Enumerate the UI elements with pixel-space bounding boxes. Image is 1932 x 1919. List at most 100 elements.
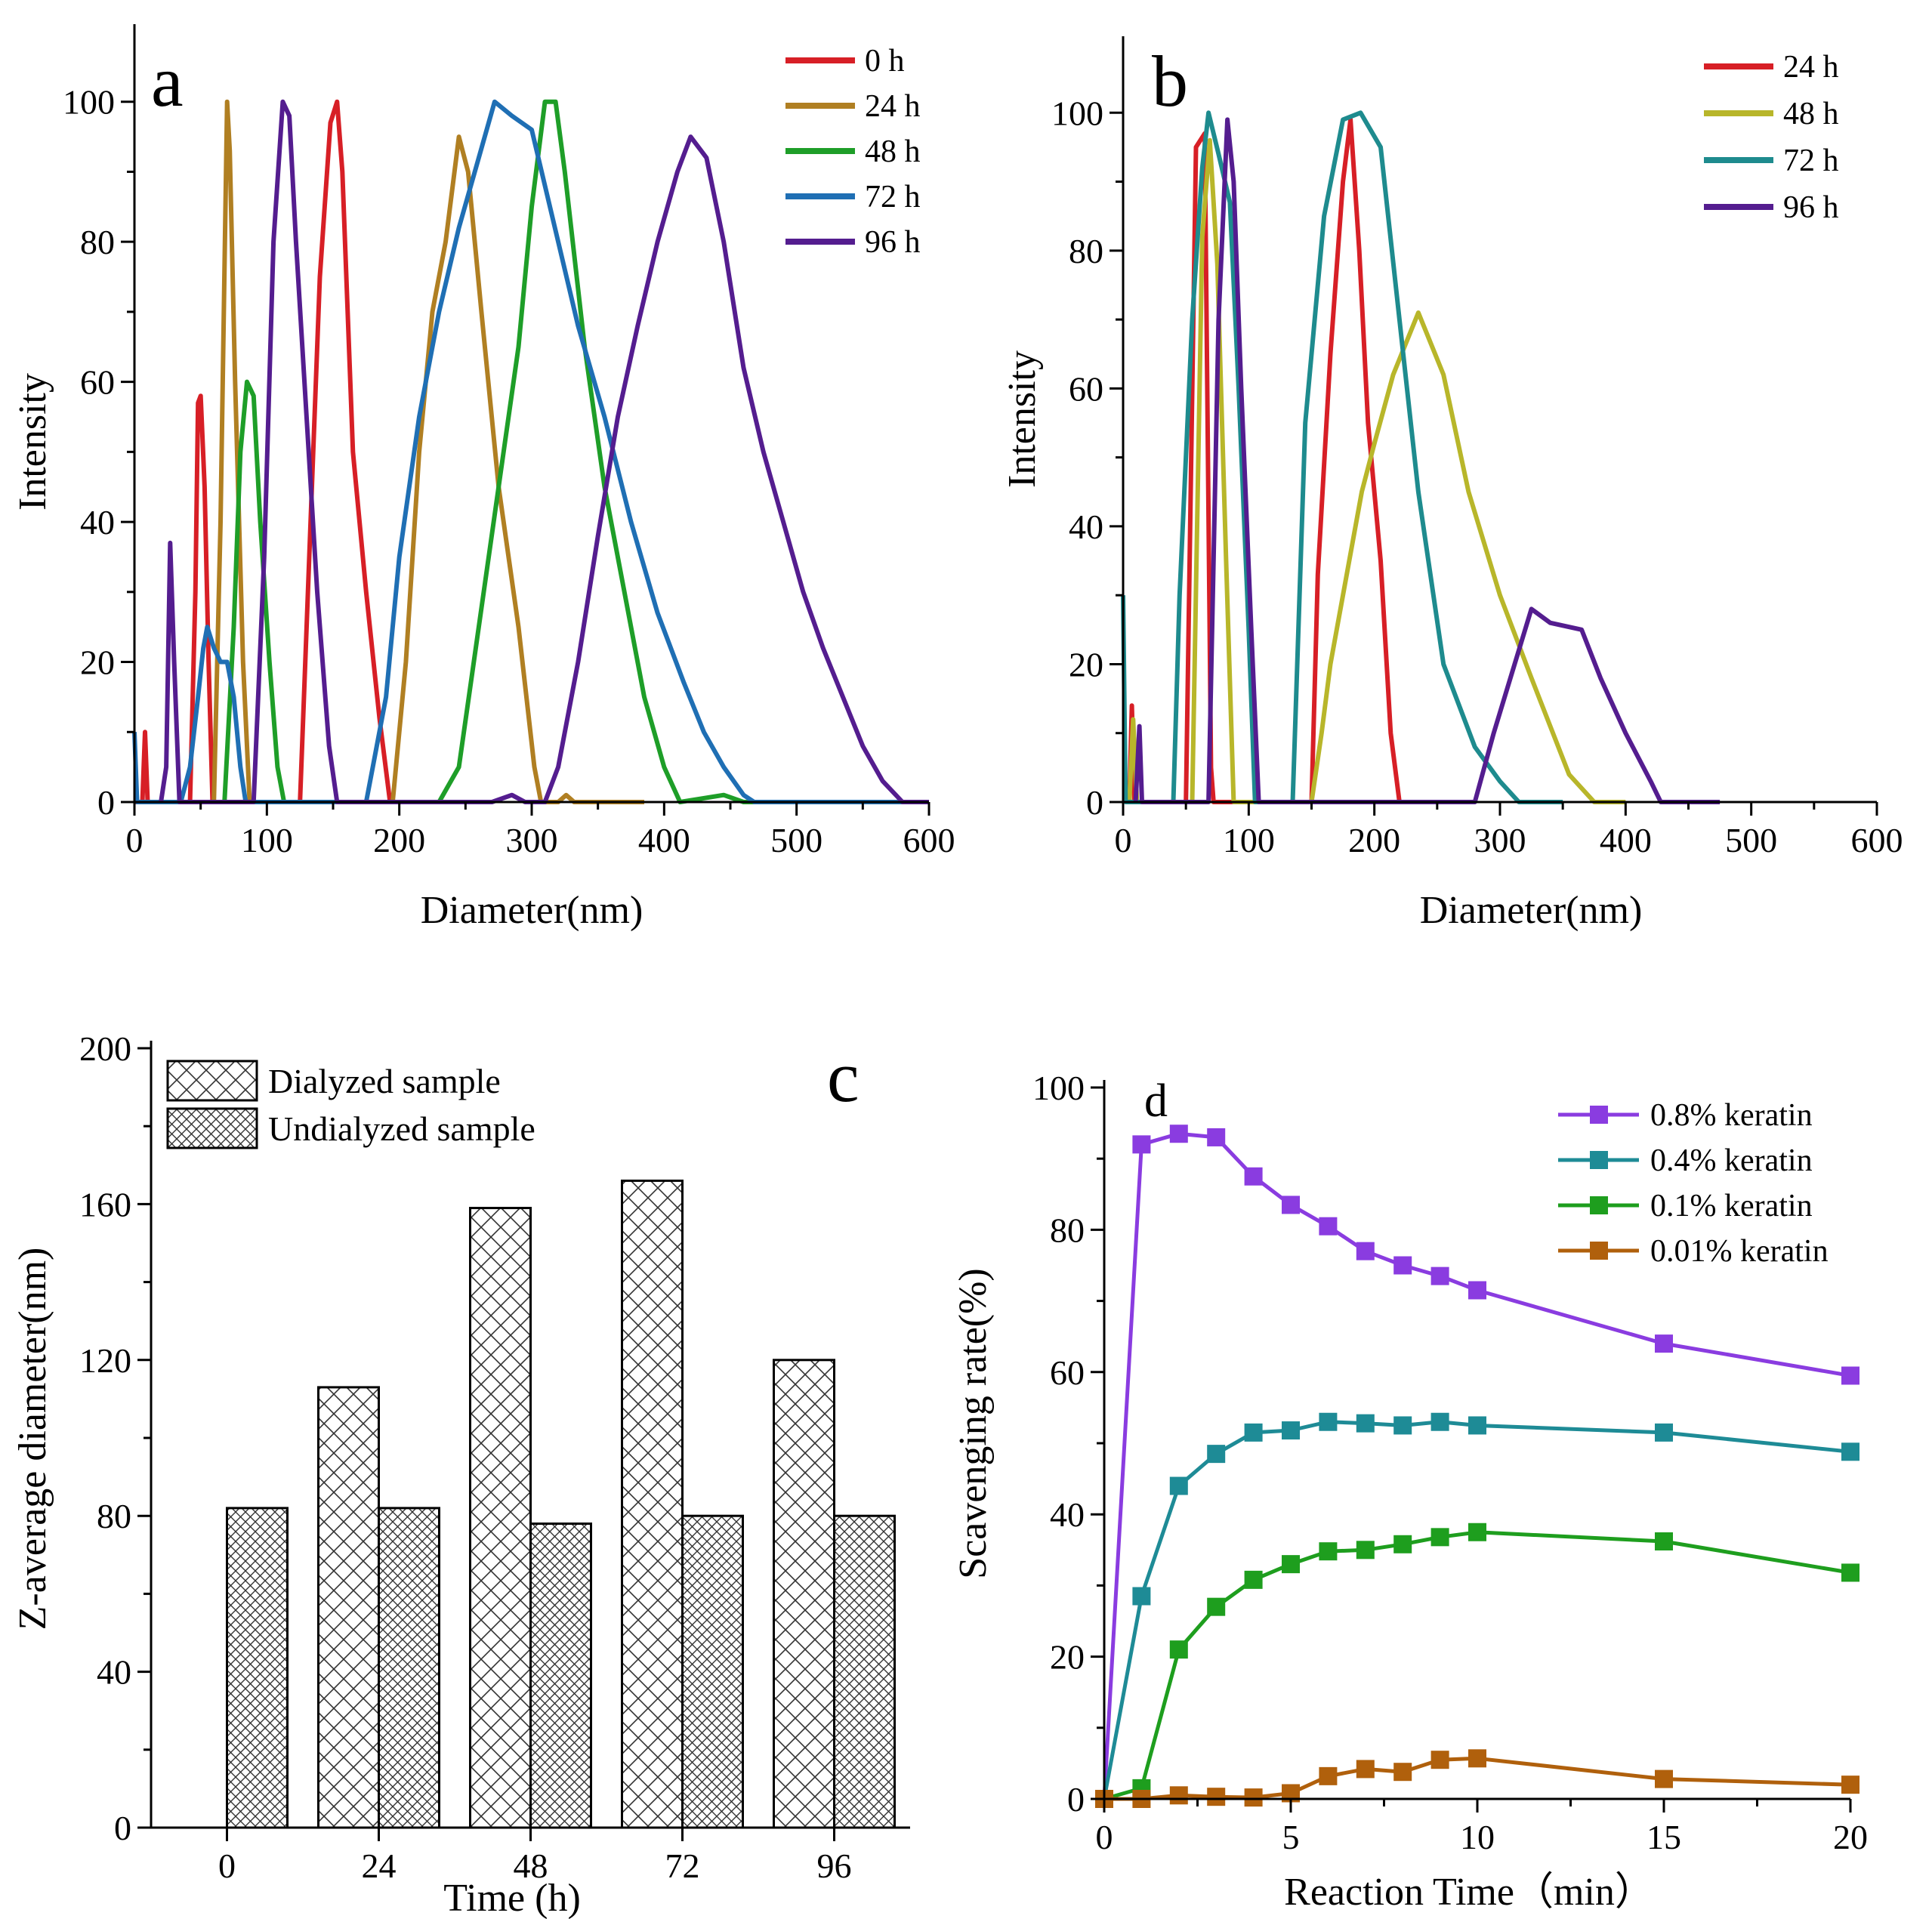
data-point (1468, 1749, 1486, 1768)
series-line-48h (1127, 137, 1626, 804)
legend-label: 72 h (1783, 143, 1839, 178)
data-point (1244, 1423, 1263, 1442)
panel-a-x-tick-label: 400 (638, 821, 690, 859)
data-point (1356, 1414, 1375, 1433)
data-point (1169, 1476, 1188, 1495)
panel-c-y-tick-label: 80 (97, 1497, 131, 1535)
panel-c-x-tick-label: 24 (362, 1846, 397, 1885)
panel-d-y-tick-label: 20 (1050, 1638, 1085, 1677)
panel-c-x-tick-label: 0 (218, 1846, 236, 1885)
legend-marker (1590, 1196, 1608, 1214)
panel-b-x-tick-label: 200 (1348, 821, 1400, 859)
data-point (1393, 1416, 1412, 1435)
bar-undialyzed-96 (833, 1514, 896, 1829)
data-point (1207, 1788, 1226, 1806)
panel-d-y-tick-label: 80 (1050, 1211, 1085, 1249)
bar-undialyzed-48 (529, 1523, 592, 1829)
panel-d-x-title: Reaction Time（min） (1284, 1871, 1654, 1914)
panel-letter-a: a (151, 41, 184, 122)
panel-a-x-tick-label: 300 (506, 821, 558, 859)
data-point (1393, 1256, 1412, 1275)
panel-a-x-title: Diameter(nm) (421, 889, 643, 932)
data-point (1356, 1541, 1375, 1560)
data-point (1393, 1763, 1412, 1782)
panel-b-x-tick-label: 400 (1600, 821, 1652, 859)
panel-c-y-tick-label: 40 (97, 1653, 131, 1692)
panel-b-x-tick-label: 600 (1851, 821, 1903, 859)
data-point (1282, 1421, 1300, 1440)
panel-a-y-title: Intensity (11, 373, 54, 511)
panel-c-y-tick-label: 0 (114, 1809, 131, 1847)
panel-letter-d: d (1144, 1075, 1168, 1127)
data-point (1169, 1786, 1188, 1805)
panel-letter-c: c (827, 1036, 860, 1117)
legend-label: Undialyzed sample (268, 1109, 535, 1148)
panel-a-y-tick-label: 100 (63, 83, 115, 122)
data-point (1841, 1366, 1859, 1385)
bar-dialyzed-48 (469, 1207, 532, 1829)
data-point (1356, 1242, 1375, 1260)
legend-label: 24 h (865, 89, 921, 124)
series-line-48h (214, 99, 929, 804)
panel-d-y-tick-label: 60 (1050, 1353, 1085, 1392)
data-point (1132, 1587, 1151, 1606)
data-point (1841, 1776, 1859, 1794)
data-point (1430, 1528, 1449, 1547)
legend-label: 0.4% keratin (1650, 1143, 1813, 1178)
panel-b-x-tick-label: 500 (1725, 821, 1777, 859)
legend-swatch (166, 1060, 258, 1102)
data-point (1655, 1423, 1673, 1442)
data-point (1430, 1266, 1449, 1285)
data-point (1655, 1334, 1673, 1353)
panel-b-y-tick-label: 20 (1069, 645, 1103, 683)
panel-d-x-tick-label: 20 (1833, 1818, 1868, 1856)
data-point (1207, 1128, 1226, 1146)
series-line-96h (159, 99, 929, 804)
data-point (1468, 1281, 1486, 1300)
data-point (1244, 1788, 1263, 1807)
legend-label: Dialyzed sample (268, 1062, 501, 1100)
data-point (1655, 1769, 1673, 1788)
bar-dialyzed-96 (773, 1359, 835, 1829)
data-point (1244, 1167, 1263, 1186)
data-point (1319, 1542, 1338, 1561)
legend-label: 72 h (865, 180, 921, 214)
panel-a-x-tick-label: 600 (903, 821, 955, 859)
legend-label: 48 h (1783, 97, 1839, 131)
legend-label: 0 h (865, 44, 905, 79)
bar-undialyzed-72 (681, 1514, 744, 1829)
legend-label: 0.8% keratin (1650, 1098, 1813, 1133)
bar-dialyzed-24 (317, 1386, 380, 1829)
panel-b: b 0 20 40 60 80 100 0 100 200 300 400 500 600 24 h 48 … (1001, 36, 1903, 932)
legend-label: 0.1% keratin (1650, 1189, 1813, 1223)
panel-a-y-tick-label: 60 (80, 363, 115, 402)
panel-c-y-tick-label: 160 (79, 1185, 131, 1223)
legend-marker (1590, 1242, 1608, 1260)
panel-a-x-tick-label: 0 (126, 821, 144, 859)
bar-undialyzed-0 (226, 1507, 289, 1829)
panel-b-x-tick-label: 300 (1474, 821, 1526, 859)
data-point (1319, 1217, 1338, 1236)
data-point (1841, 1442, 1859, 1461)
panel-b-x-tick-label: 100 (1223, 821, 1275, 859)
panel-b-y-tick-label: 80 (1069, 232, 1103, 270)
series-line-72h (132, 99, 929, 804)
panel-b-x-title: Diameter(nm) (1420, 889, 1643, 932)
panel-c-x-tick-label: 72 (665, 1846, 700, 1885)
panel-c-y-tick-label: 120 (79, 1341, 131, 1380)
panel-d-y-tick-label: 0 (1067, 1780, 1085, 1819)
data-point (1169, 1640, 1188, 1659)
panel-a-x-tick-label: 100 (241, 821, 293, 859)
panel-d-x-tick-label: 5 (1282, 1818, 1300, 1856)
panel-b-y-tick-label: 0 (1086, 783, 1103, 822)
data-point (1169, 1125, 1188, 1143)
panel-d-y-tick-label: 100 (1032, 1069, 1085, 1107)
data-point (1430, 1751, 1449, 1769)
legend-label: 24 h (1783, 50, 1839, 85)
data-point (1319, 1766, 1338, 1785)
panel-c-x-tick-label: 96 (817, 1846, 852, 1885)
data-point (1468, 1416, 1486, 1435)
panel-d-x-tick-label: 0 (1096, 1818, 1113, 1856)
series-line-24h (1127, 117, 1402, 804)
